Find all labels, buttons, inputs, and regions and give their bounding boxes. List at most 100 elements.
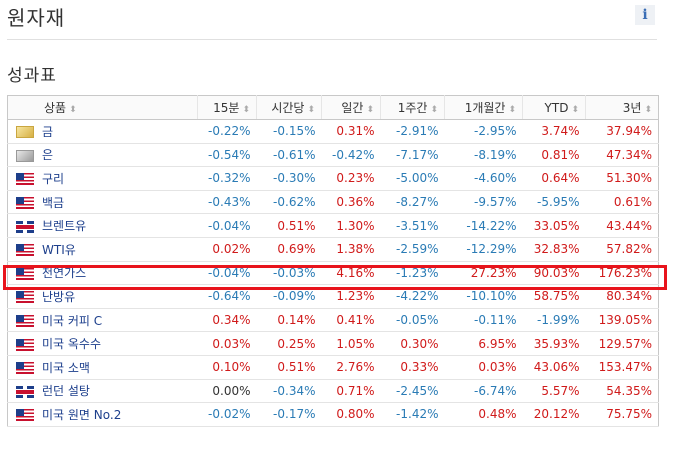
change-value: 37.94% bbox=[585, 119, 659, 144]
change-value: -1.99% bbox=[522, 308, 586, 333]
commodity-cell: 미국 커피 C bbox=[7, 308, 198, 333]
commodity-link[interactable]: 은 bbox=[42, 148, 54, 163]
change-value: 0.02% bbox=[197, 237, 257, 262]
info-icon[interactable]: i bbox=[635, 5, 655, 25]
change-value: -4.60% bbox=[444, 166, 523, 191]
commodity-link[interactable]: 미국 커피 C bbox=[42, 313, 103, 328]
change-value: -0.03% bbox=[256, 261, 322, 286]
change-value: -2.59% bbox=[380, 237, 445, 262]
change-value: 35.93% bbox=[522, 331, 586, 356]
change-value: 32.83% bbox=[522, 237, 586, 262]
commodity-link[interactable]: 백금 bbox=[42, 195, 65, 210]
commodity-link[interactable]: 금 bbox=[42, 124, 54, 139]
column-header[interactable]: 3년 ⬍ bbox=[585, 95, 659, 120]
commodity-cell: 천연가스 bbox=[7, 261, 198, 286]
column-header-label: 1개월간 bbox=[464, 101, 506, 115]
commodity-link[interactable]: 구리 bbox=[42, 171, 65, 186]
change-value: -2.45% bbox=[380, 379, 445, 404]
change-value: 0.23% bbox=[321, 166, 381, 191]
column-header[interactable]: 일간 ⬍ bbox=[321, 95, 381, 120]
change-value: 1.30% bbox=[321, 213, 381, 238]
change-value: -0.54% bbox=[197, 143, 257, 168]
commodity-link[interactable]: 천연가스 bbox=[42, 266, 87, 281]
divider bbox=[7, 39, 657, 40]
change-value: 0.48% bbox=[444, 402, 523, 427]
column-header[interactable]: 상품 ⬍ bbox=[7, 95, 198, 120]
change-value: -9.57% bbox=[444, 190, 523, 215]
commodity-link[interactable]: 난방유 bbox=[42, 289, 76, 304]
change-value: 80.34% bbox=[585, 284, 659, 309]
us-flag-icon bbox=[16, 409, 34, 422]
change-value: 0.10% bbox=[197, 355, 257, 380]
sort-icon[interactable]: ⬍ bbox=[508, 105, 516, 115]
change-value: -0.02% bbox=[197, 402, 257, 427]
commodity-link[interactable]: 미국 소맥 bbox=[42, 360, 90, 375]
commodity-cell: 백금 bbox=[7, 190, 198, 215]
commodity-link[interactable]: WTI유 bbox=[42, 242, 76, 257]
change-value: -0.61% bbox=[256, 143, 322, 168]
change-value: 33.05% bbox=[522, 213, 586, 238]
change-value: 3.74% bbox=[522, 119, 586, 144]
change-value: -0.15% bbox=[256, 119, 322, 144]
change-value: 90.03% bbox=[522, 261, 586, 286]
commodity-cell: 금 bbox=[7, 119, 198, 144]
change-value: -0.43% bbox=[197, 190, 257, 215]
column-header[interactable]: 1주간 ⬍ bbox=[380, 95, 445, 120]
change-value: -0.42% bbox=[321, 143, 381, 168]
change-value: -6.74% bbox=[444, 379, 523, 404]
sort-icon[interactable]: ⬍ bbox=[430, 105, 438, 115]
change-value: 54.35% bbox=[585, 379, 659, 404]
change-value: -0.32% bbox=[197, 166, 257, 191]
change-value: 2.76% bbox=[321, 355, 381, 380]
change-value: 0.80% bbox=[321, 402, 381, 427]
change-value: -0.64% bbox=[197, 284, 257, 309]
change-value: 1.38% bbox=[321, 237, 381, 262]
change-value: -0.62% bbox=[256, 190, 322, 215]
commodity-link[interactable]: 미국 옥수수 bbox=[42, 337, 102, 352]
us-flag-icon bbox=[16, 267, 34, 280]
change-value: -0.30% bbox=[256, 166, 322, 191]
change-value: 51.30% bbox=[585, 166, 659, 191]
commodity-link[interactable]: 런던 설탕 bbox=[42, 384, 90, 399]
change-value: 0.14% bbox=[256, 308, 322, 333]
change-value: 6.95% bbox=[444, 331, 523, 356]
column-header[interactable]: 15분 ⬍ bbox=[197, 95, 257, 120]
sort-icon[interactable]: ⬍ bbox=[644, 105, 652, 115]
column-header[interactable]: 시간당 ⬍ bbox=[256, 95, 322, 120]
change-value: 0.00% bbox=[197, 379, 257, 404]
change-value: 20.12% bbox=[522, 402, 586, 427]
table-row: 미국 원면 No.2 -0.02% -0.17% 0.80% -1.42% 0.48% 20… bbox=[7, 402, 659, 427]
commodity-cell: 은 bbox=[7, 143, 198, 168]
sort-icon[interactable]: ⬍ bbox=[69, 105, 77, 115]
sort-icon[interactable]: ⬍ bbox=[242, 105, 250, 115]
commodity-link[interactable]: 미국 원면 No.2 bbox=[42, 407, 122, 422]
change-value: 0.69% bbox=[256, 237, 322, 262]
change-value: 0.61% bbox=[585, 190, 659, 215]
column-header-label: 시간당 bbox=[271, 101, 305, 115]
column-header[interactable]: YTD ⬍ bbox=[522, 95, 586, 120]
us-flag-icon bbox=[16, 197, 34, 210]
commodity-cell: 미국 원면 No.2 bbox=[7, 402, 198, 427]
table-row: 천연가스 -0.04% -0.03% 4.16% -1.23% 27.23% 90.03% 1… bbox=[7, 261, 659, 286]
change-value: 47.34% bbox=[585, 143, 659, 168]
change-value: -2.95% bbox=[444, 119, 523, 144]
change-value: 58.75% bbox=[522, 284, 586, 309]
change-value: 0.81% bbox=[522, 143, 586, 168]
change-value: -0.22% bbox=[197, 119, 257, 144]
change-value: 0.51% bbox=[256, 213, 322, 238]
change-value: 5.57% bbox=[522, 379, 586, 404]
change-value: -8.19% bbox=[444, 143, 523, 168]
commodity-link[interactable]: 브렌트유 bbox=[42, 219, 87, 234]
change-value: 0.31% bbox=[321, 119, 381, 144]
sort-icon[interactable]: ⬍ bbox=[307, 105, 315, 115]
change-value: 0.71% bbox=[321, 379, 381, 404]
us-flag-icon bbox=[16, 244, 34, 257]
change-value: -0.11% bbox=[444, 308, 523, 333]
us-flag-icon bbox=[16, 291, 34, 304]
sort-icon[interactable]: ⬍ bbox=[366, 105, 374, 115]
change-value: -12.29% bbox=[444, 237, 523, 262]
sort-icon[interactable]: ⬍ bbox=[571, 104, 579, 115]
performance-table: 상품 ⬍ 15분 ⬍ 시간당 ⬍ 일간 ⬍ 1주간 ⬍ 1개월간 ⬍ YTD ⬍ 3년 ⬍ 금 -0.22% -0… bbox=[7, 95, 659, 427]
column-header[interactable]: 1개월간 ⬍ bbox=[444, 95, 523, 120]
change-value: 0.33% bbox=[380, 355, 445, 380]
